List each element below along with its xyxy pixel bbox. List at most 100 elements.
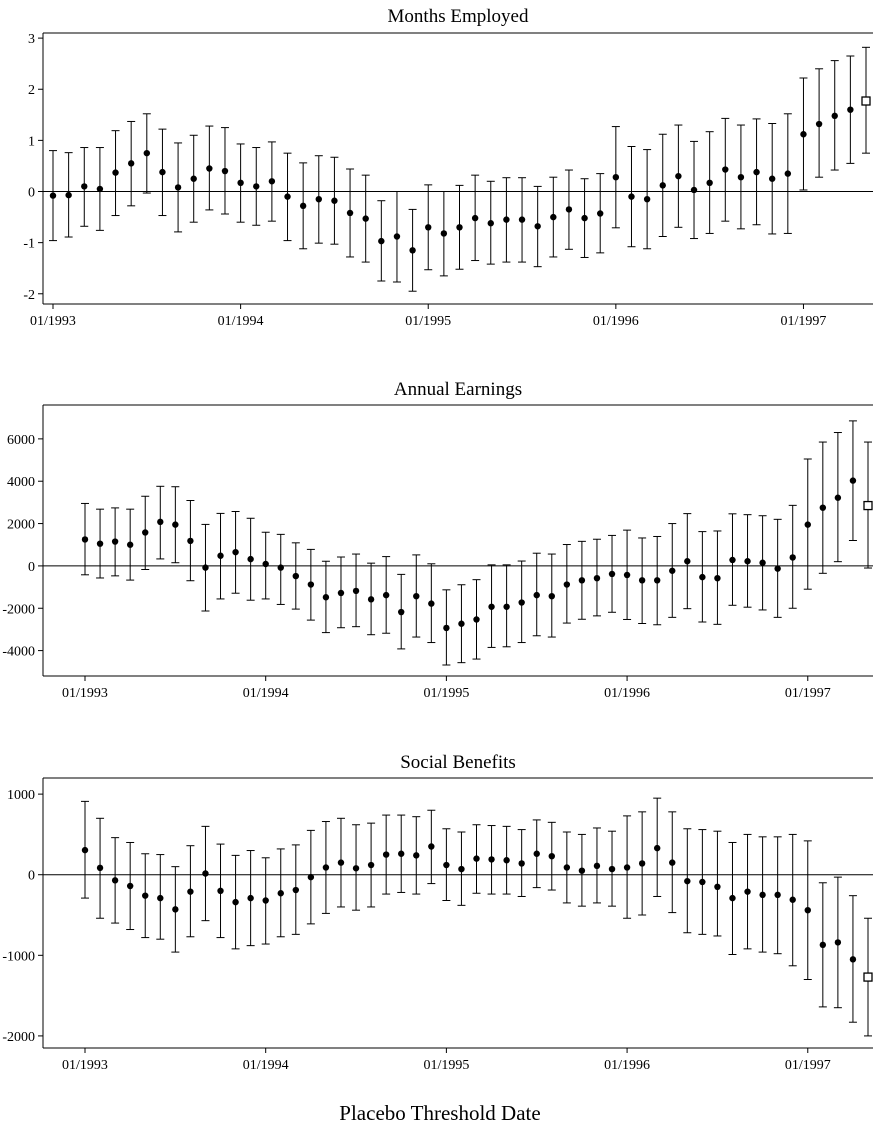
estimate-point (643, 195, 651, 203)
estimate-point (393, 233, 401, 240)
estimate-point (81, 536, 89, 543)
estimate-point (608, 865, 616, 873)
x-tick-label: 01/1994 (243, 686, 289, 701)
estimate-point (675, 172, 682, 180)
estimate-point (578, 577, 586, 584)
estimate-point (172, 521, 179, 528)
estimate-point (774, 891, 781, 899)
estimate-point (443, 624, 450, 632)
estimate-point (142, 529, 149, 536)
estimate-point (804, 906, 811, 914)
estimate-point (628, 193, 635, 200)
estimate-point (367, 596, 375, 603)
estimate-point (699, 573, 706, 581)
estimate-point (262, 897, 269, 904)
estimate-point (534, 223, 541, 230)
estimate-point (706, 179, 713, 187)
estimate-point (623, 571, 631, 579)
estimate-point (382, 851, 390, 858)
estimate-point (322, 594, 330, 601)
estimate-point (337, 589, 345, 597)
x-tick-label: 01/1994 (243, 1058, 289, 1073)
y-tick-label: 0 (28, 869, 35, 884)
estimate-point (722, 166, 729, 173)
estimate-point (729, 556, 736, 564)
estimate-point (187, 537, 194, 545)
estimate-point (593, 574, 601, 582)
estimate-point (232, 898, 239, 906)
x-tick-label: 01/1996 (604, 686, 650, 701)
y-tick-label: 6000 (7, 433, 35, 448)
estimate-point (819, 941, 827, 949)
x-tick-label: 01/1995 (423, 1058, 469, 1073)
estimate-point (362, 215, 369, 222)
estimate-point (142, 892, 149, 899)
estimate-point (221, 167, 229, 175)
estimate-point (563, 581, 571, 588)
estimate-point (458, 620, 465, 627)
estimate-point (409, 247, 416, 254)
estimate-point (237, 179, 244, 187)
estimate-point (367, 861, 375, 869)
estimate-point (488, 603, 495, 610)
y-tick-label: -1000 (2, 949, 35, 964)
estimate-point (578, 867, 586, 874)
estimate-point (518, 599, 525, 606)
y-tick-label: 0 (28, 186, 35, 201)
x-tick-label: 01/1997 (785, 1058, 831, 1073)
estimate-point (190, 175, 197, 182)
estimate-point (653, 844, 661, 852)
estimate-point (456, 224, 463, 231)
estimate-point (623, 864, 631, 871)
estimate-point (847, 106, 854, 113)
x-tick-label: 01/1996 (604, 1058, 650, 1073)
estimate-point (322, 864, 330, 871)
estimate-point (774, 565, 781, 572)
x-axis-title: Placebo Threshold Date (339, 1101, 540, 1125)
estimate-point (217, 887, 224, 895)
estimate-point (96, 185, 104, 193)
estimate-point (268, 178, 276, 185)
estimate-point (533, 591, 540, 599)
estimate-point (440, 230, 448, 237)
estimate-point (684, 877, 691, 885)
estimate-point (217, 552, 224, 559)
panel-title: Annual Earnings (394, 379, 522, 400)
estimate-point (759, 559, 766, 566)
estimate-point (413, 592, 420, 600)
actual-threshold-point (861, 96, 871, 106)
estimate-point (759, 891, 766, 899)
estimate-point (581, 214, 588, 222)
estimate-point (159, 168, 166, 176)
actual-threshold-point (863, 972, 873, 982)
estimate-point (398, 608, 405, 616)
estimate-point (471, 214, 479, 222)
estimate-point (202, 870, 209, 877)
estimate-point (382, 591, 390, 599)
estimate-point (307, 873, 315, 881)
estimate-point (174, 184, 182, 191)
estimate-point (789, 896, 796, 903)
y-tick-label: 4000 (7, 475, 35, 490)
estimate-point (247, 555, 254, 563)
estimate-point (111, 877, 119, 884)
estimate-point (638, 860, 646, 867)
estimate-point (503, 857, 510, 864)
estimate-point (443, 861, 450, 869)
y-tick-label: -2000 (2, 1030, 35, 1045)
estimate-point (503, 603, 510, 610)
x-tick-label: 01/1994 (218, 314, 264, 329)
estimate-point (503, 216, 510, 223)
estimate-point (831, 112, 838, 120)
estimate-point (834, 939, 842, 946)
estimate-point (413, 852, 420, 859)
estimate-point (533, 850, 540, 857)
estimate-point (346, 209, 354, 217)
estimate-point (292, 572, 300, 580)
estimate-point (669, 859, 676, 866)
y-tick-label: 1000 (7, 788, 35, 803)
estimate-point (518, 860, 525, 867)
estimate-point (548, 592, 555, 600)
estimate-point (202, 564, 209, 571)
estimate-point (608, 570, 616, 578)
